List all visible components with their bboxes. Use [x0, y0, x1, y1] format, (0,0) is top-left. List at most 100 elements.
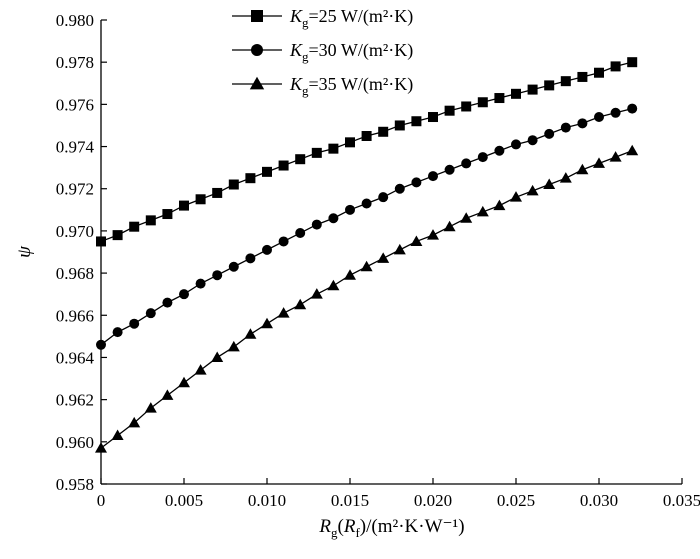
data-point: [576, 163, 589, 175]
data-point: [328, 213, 339, 224]
y-tick-label: 0.976: [56, 95, 94, 114]
x-tick-label: 0.025: [497, 491, 535, 510]
data-point: [195, 278, 206, 289]
data-point: [494, 93, 505, 104]
data-point: [227, 340, 240, 352]
data-point: [577, 118, 588, 129]
legend-marker-square: [251, 10, 263, 22]
data-point: [245, 253, 256, 264]
data-point: [129, 221, 140, 232]
data-point: [461, 101, 472, 112]
data-point: [510, 191, 522, 202]
data-point: [295, 228, 306, 239]
data-point: [444, 164, 455, 175]
x-tick-label: 0.015: [331, 491, 369, 510]
data-point: [161, 389, 174, 400]
y-tick-label: 0.962: [56, 391, 94, 410]
data-point: [111, 429, 124, 440]
data-point: [195, 194, 206, 205]
x-axis-title: Rg(Rf)/(m²·K·W⁻¹): [318, 516, 464, 540]
data-point: [345, 137, 355, 148]
data-point: [543, 178, 556, 190]
y-tick-label: 0.968: [56, 264, 94, 283]
data-point: [96, 236, 106, 247]
data-point: [212, 270, 223, 281]
legend-label: Kg=25 W/(m²·K): [289, 6, 413, 30]
data-point: [261, 317, 273, 329]
data-point: [244, 328, 257, 339]
data-point: [262, 244, 272, 255]
legend-marker-triangle: [249, 76, 265, 90]
data-point: [294, 298, 307, 310]
data-point: [609, 151, 622, 162]
data-point: [377, 252, 390, 263]
data-point: [594, 112, 604, 123]
x-tick-label: 0.020: [414, 491, 452, 510]
data-point: [345, 204, 355, 215]
x-tick-label: 0.005: [165, 491, 203, 510]
data-point: [96, 339, 106, 350]
data-point: [245, 173, 256, 184]
data-point: [129, 318, 140, 329]
data-point: [178, 376, 190, 388]
data-point: [361, 131, 372, 141]
data-point: [262, 166, 272, 177]
y-tick-label: 0.978: [56, 53, 94, 72]
data-point: [428, 112, 438, 123]
data-point: [544, 80, 555, 91]
data-point: [212, 187, 223, 198]
data-point: [493, 199, 506, 211]
legend: Kg=25 W/(m²·K) Kg=30 W/(m²·K) Kg=35 W/(m²·…: [232, 6, 413, 98]
y-tick-label: 0.960: [56, 433, 94, 452]
data-point: [593, 157, 605, 168]
data-point: [145, 308, 156, 319]
legend-item: Kg=25 W/(m²·K): [232, 6, 413, 30]
data-point: [194, 364, 207, 375]
data-point: [278, 236, 289, 247]
data-point: [427, 229, 439, 240]
data-point: [594, 67, 604, 78]
series-line: [100, 107, 633, 346]
data-point: [394, 120, 405, 131]
data-point: [361, 198, 372, 209]
y-tick-label: 0.974: [56, 138, 95, 157]
data-point: [560, 76, 571, 87]
data-point: [228, 179, 239, 190]
data-point: [444, 105, 455, 116]
data-point: [112, 327, 123, 338]
y-axis-title: ψ: [14, 245, 35, 258]
legend-item: Kg=35 W/(m²·K): [232, 74, 413, 98]
data-point: [112, 230, 123, 241]
legend-label: Kg=35 W/(m²·K): [289, 74, 413, 98]
data-point: [411, 116, 422, 127]
series-line: [100, 150, 633, 449]
x-tick-label: 0.010: [248, 491, 286, 510]
data-point: [295, 154, 306, 165]
data-point: [560, 122, 571, 133]
data-point: [526, 184, 539, 196]
data-point: [626, 144, 639, 156]
data-point: [144, 402, 157, 413]
legend-item: Kg=30 W/(m²·K): [232, 40, 413, 64]
data-point: [162, 297, 173, 308]
data-point: [311, 219, 322, 230]
data-point: [410, 235, 423, 246]
legend-marker-circle: [251, 44, 263, 56]
data-point: [310, 288, 323, 299]
data-point: [179, 289, 189, 300]
data-point: [228, 261, 239, 272]
y-tick-label: 0.966: [56, 306, 94, 325]
data-point: [95, 442, 107, 453]
y-tick-label: 0.958: [56, 475, 94, 494]
data-point: [627, 57, 638, 68]
y-tick-label: 0.964: [56, 348, 95, 367]
y-tick-label: 0.980: [56, 11, 94, 30]
data-point: [544, 128, 555, 139]
series-square: [96, 57, 638, 247]
data-point: [460, 212, 473, 223]
data-point: [443, 220, 456, 232]
data-point: [179, 200, 189, 211]
data-point: [577, 71, 588, 82]
data-point: [494, 145, 505, 156]
